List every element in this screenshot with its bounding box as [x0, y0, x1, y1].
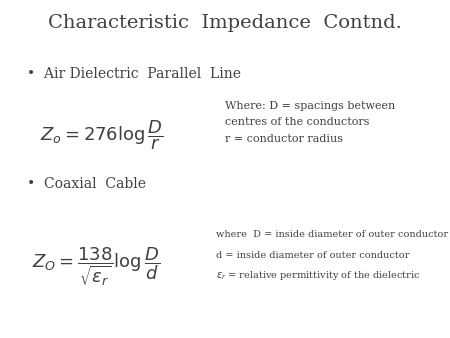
Text: •  Air Dielectric  Parallel  Line: • Air Dielectric Parallel Line	[27, 67, 241, 81]
Text: $Z_{O}=\dfrac{138}{\sqrt{\varepsilon_{r}}}\log\dfrac{D}{d}$: $Z_{O}=\dfrac{138}{\sqrt{\varepsilon_{r}…	[32, 246, 160, 288]
Text: $\varepsilon_{r}$ = relative permittivity of the dielectric: $\varepsilon_{r}$ = relative permittivit…	[216, 269, 420, 282]
Text: d = inside diameter of outer conductor: d = inside diameter of outer conductor	[216, 251, 410, 260]
Text: •  Coaxial  Cable: • Coaxial Cable	[27, 177, 146, 191]
Text: Characteristic  Impedance  Contnd.: Characteristic Impedance Contnd.	[48, 14, 402, 31]
Text: where  D = inside diameter of outer conductor: where D = inside diameter of outer condu…	[216, 231, 448, 239]
Text: r = conductor radius: r = conductor radius	[225, 134, 343, 144]
Text: centres of the conductors: centres of the conductors	[225, 117, 369, 127]
Text: Where: D = spacings between: Where: D = spacings between	[225, 101, 395, 112]
Text: $Z_{o} = 276\log\dfrac{D}{r}$: $Z_{o} = 276\log\dfrac{D}{r}$	[40, 118, 164, 152]
